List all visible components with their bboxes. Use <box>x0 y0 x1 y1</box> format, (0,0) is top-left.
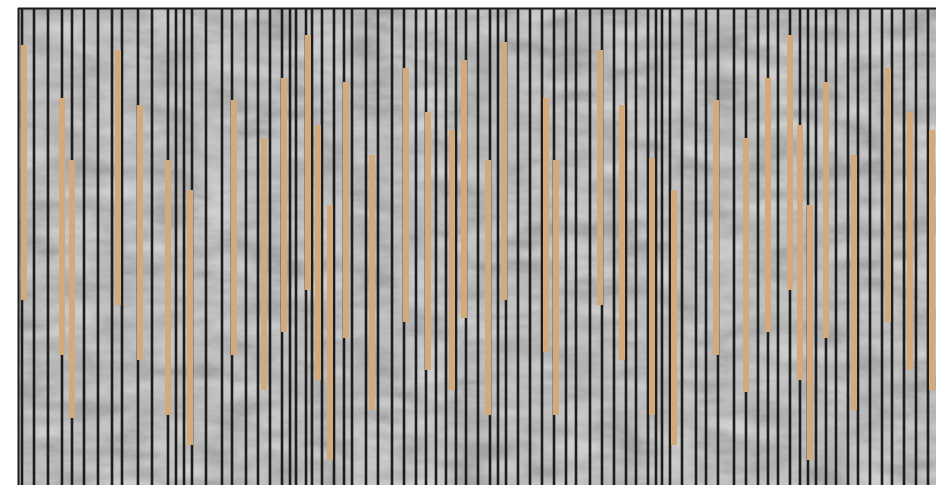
tan-bar <box>369 155 375 410</box>
tan-bar <box>929 130 935 390</box>
tan-bar <box>281 78 287 332</box>
tan-bar <box>343 82 349 338</box>
tan-bar <box>165 160 171 415</box>
tan-bar <box>315 125 321 380</box>
tan-bar <box>305 35 311 290</box>
tan-bar <box>713 100 719 355</box>
tan-bar <box>743 138 749 392</box>
tan-bar <box>765 78 771 332</box>
tan-bar <box>327 205 333 460</box>
tan-bar <box>823 82 829 338</box>
tan-bars <box>21 35 935 460</box>
tan-bar <box>807 205 813 460</box>
tan-bar <box>461 60 467 318</box>
tan-bar <box>137 105 143 360</box>
tan-bar <box>597 50 603 305</box>
tan-bar <box>907 112 913 370</box>
tan-bar <box>797 125 803 380</box>
tan-bar <box>543 98 549 352</box>
tan-bar <box>485 160 491 415</box>
tan-bar <box>231 100 237 355</box>
tan-bar <box>115 50 121 305</box>
tan-bar <box>787 35 793 290</box>
tan-bar <box>619 105 625 360</box>
tan-bar <box>885 68 891 322</box>
tan-bar <box>69 160 75 418</box>
tan-bar <box>649 158 655 415</box>
tan-bar <box>553 160 559 415</box>
tan-bar <box>449 130 455 390</box>
tan-bar <box>851 155 857 410</box>
tan-bar <box>403 68 409 322</box>
tan-bar <box>21 45 27 300</box>
tan-bar <box>187 190 193 445</box>
tan-bar <box>501 42 507 300</box>
tan-bar <box>59 98 65 355</box>
tan-bar <box>671 190 677 445</box>
tan-bar <box>261 138 267 390</box>
tan-bar <box>425 112 431 370</box>
